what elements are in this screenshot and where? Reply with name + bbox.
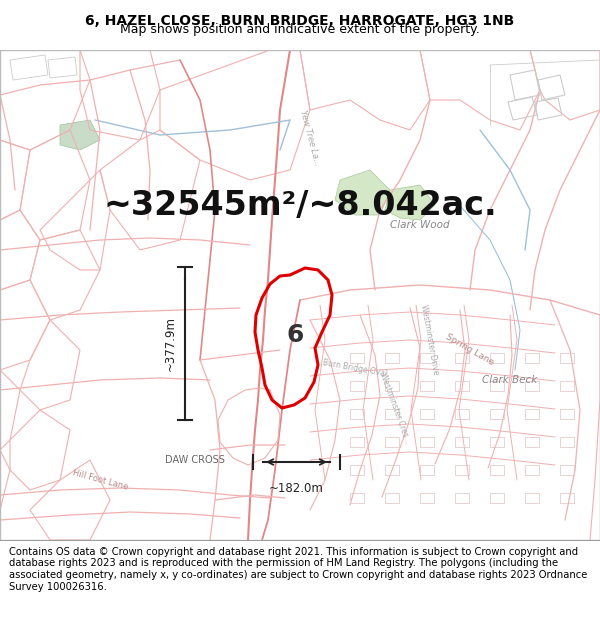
Polygon shape — [335, 170, 390, 215]
Text: Yew Tree La...: Yew Tree La... — [298, 109, 322, 167]
Text: Clark Beck: Clark Beck — [482, 375, 538, 385]
Text: Westminster Cres...: Westminster Cres... — [378, 371, 412, 444]
Text: Westminster Drive: Westminster Drive — [419, 304, 440, 376]
Text: Hill Foot Lane: Hill Foot Lane — [71, 468, 129, 492]
Text: Burn Bridge Oval: Burn Bridge Oval — [322, 358, 388, 378]
Text: Map shows position and indicative extent of the property.: Map shows position and indicative extent… — [120, 23, 480, 36]
Text: ~377.9m: ~377.9m — [163, 316, 176, 371]
Text: ~32545m²/~8.042ac.: ~32545m²/~8.042ac. — [103, 189, 497, 221]
Text: ~182.0m: ~182.0m — [269, 482, 324, 495]
Text: Spring Lane: Spring Lane — [445, 332, 496, 367]
Polygon shape — [60, 120, 100, 150]
Polygon shape — [385, 185, 435, 220]
Text: Contains OS data © Crown copyright and database right 2021. This information is : Contains OS data © Crown copyright and d… — [9, 547, 587, 592]
Text: 6: 6 — [286, 323, 304, 347]
Text: DAW CROSS: DAW CROSS — [165, 455, 225, 465]
Text: 6, HAZEL CLOSE, BURN BRIDGE, HARROGATE, HG3 1NB: 6, HAZEL CLOSE, BURN BRIDGE, HARROGATE, … — [85, 14, 515, 28]
Text: Clark Wood: Clark Wood — [390, 220, 450, 230]
